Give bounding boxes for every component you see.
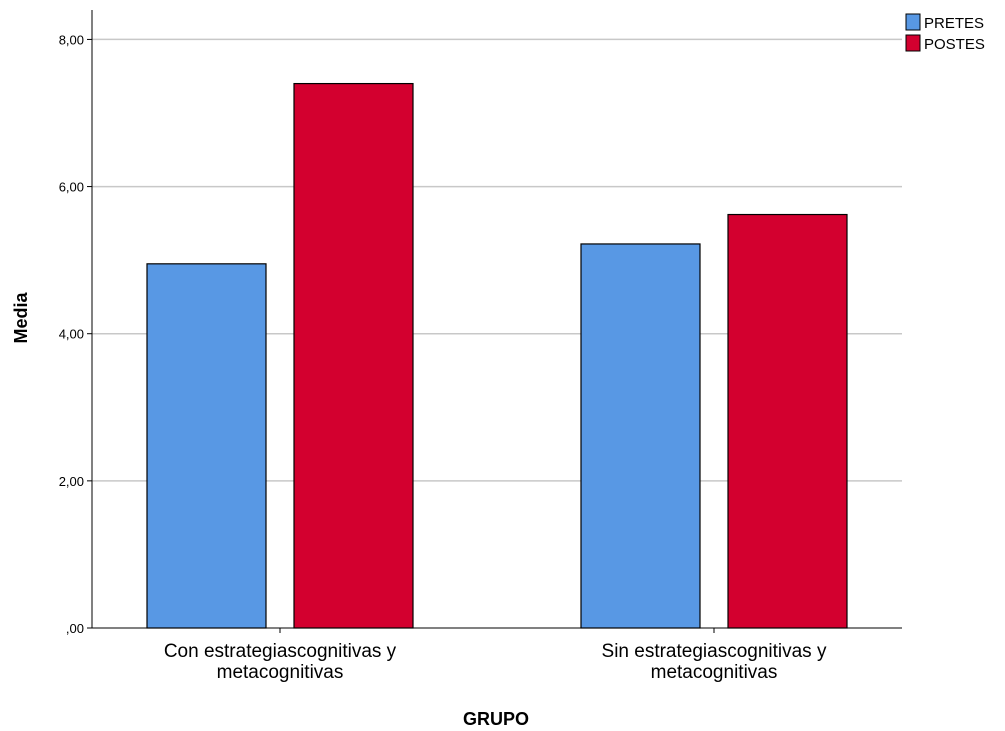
bar-pretes-2 [580,243,701,629]
bar-postes-1 [293,82,414,629]
y-tick-labels: ,00 2,00 4,00 6,00 8,00 [59,32,84,636]
legend-label-postes: POSTES [924,36,985,53]
legend-label-pretes: PRETES [924,15,984,32]
y-tick-label: ,00 [66,621,84,636]
y-axis-title: Media [11,292,31,344]
y-tick-label: 6,00 [59,180,84,195]
x-tick-label: metacognitivas [217,662,344,683]
bar-pretes-1 [146,263,267,629]
x-tick-label: Con estrategiascognitivas y [164,641,397,662]
bar-postes-2 [727,213,848,629]
x-tick-label: metacognitivas [651,662,778,683]
axes [91,10,902,629]
x-axis-title: GRUPO [463,709,529,729]
x-tick-label: Sin estrategiascognitivas y [602,641,827,662]
y-tick-label: 8,00 [59,32,84,47]
legend-swatch-postes [905,34,921,52]
category-labels: Con estrategiascognitivas ymetacognitiva… [164,641,827,683]
bars [146,82,848,633]
legend-swatch-pretes [905,13,921,31]
legend: PRETES POSTES [905,13,985,53]
y-tick-label: 4,00 [59,327,84,342]
y-tick-label: 2,00 [59,474,84,489]
